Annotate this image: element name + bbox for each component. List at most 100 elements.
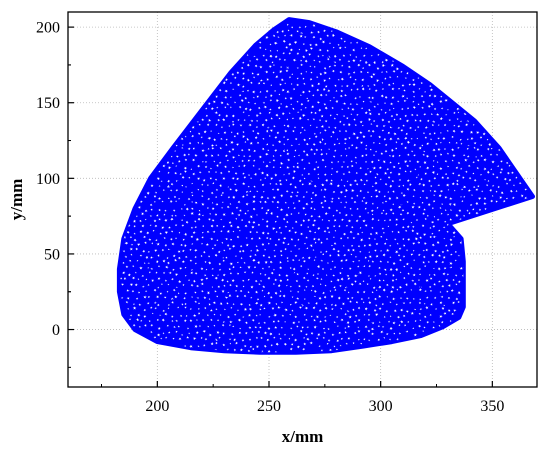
scatter-point — [351, 318, 359, 326]
scatter-point — [401, 144, 410, 152]
scatter-point — [498, 189, 507, 198]
scatter-point — [403, 327, 411, 335]
scatter-point — [222, 136, 230, 144]
scatter-point — [438, 318, 447, 326]
scatter-point — [176, 335, 184, 343]
scatter-point — [239, 82, 248, 91]
scatter-point — [266, 105, 275, 113]
scatter-point — [141, 238, 149, 247]
scatter-point — [182, 272, 190, 279]
scatter-point — [199, 146, 208, 155]
x-tick-label: 300 — [369, 398, 393, 415]
scatter-point — [320, 85, 329, 94]
scatter-point — [319, 52, 327, 59]
scatter-point — [316, 46, 324, 54]
scatter-point — [257, 88, 264, 96]
scatter-point — [411, 256, 418, 264]
scatter-point — [291, 38, 300, 47]
scatter-point — [241, 268, 249, 276]
scatter-point — [389, 152, 398, 160]
scatter-point — [404, 185, 413, 194]
scatter-point — [232, 339, 241, 347]
scatter-point — [294, 50, 302, 58]
scatter-point — [284, 163, 292, 172]
scatter-point — [338, 215, 347, 224]
scatter-point — [416, 233, 424, 242]
scatter-point — [250, 74, 258, 81]
scatter-point — [241, 174, 249, 182]
scatter-point — [206, 295, 214, 303]
scatter-point — [290, 167, 299, 176]
scatter-point — [119, 259, 128, 267]
scatter-point — [250, 162, 258, 169]
scatter-point — [205, 253, 213, 261]
scatter-point — [228, 138, 237, 147]
scatter-point — [410, 186, 419, 194]
scatter-point — [262, 162, 271, 171]
scatter-point — [310, 235, 319, 243]
scatter-point — [385, 318, 393, 325]
scatter-point — [365, 327, 373, 335]
scatter-point — [343, 199, 350, 206]
scatter-point — [434, 239, 443, 247]
scatter-point — [272, 241, 280, 249]
scatter-point — [215, 247, 224, 256]
scatter-point — [131, 236, 140, 245]
scatter-point — [385, 173, 393, 182]
scatter-point — [350, 258, 357, 266]
scatter-point — [265, 253, 274, 262]
scatter-point — [314, 98, 323, 107]
scatter-point — [191, 253, 200, 261]
scatter-point — [407, 251, 416, 259]
scatter-point — [380, 276, 388, 284]
scatter-point — [331, 318, 339, 326]
scatter-point — [338, 275, 347, 284]
scatter-point — [188, 281, 196, 290]
scatter-point — [386, 106, 394, 114]
scatter-point — [389, 201, 397, 208]
scatter-point — [297, 91, 305, 99]
scatter-point — [419, 180, 428, 189]
scatter-point — [300, 40, 307, 48]
scatter-point — [340, 251, 349, 259]
scatter-point — [411, 126, 419, 134]
scatter-point — [164, 254, 172, 262]
scatter-point — [348, 251, 355, 258]
scatter-point — [314, 80, 323, 88]
scatter-point — [277, 229, 285, 237]
scatter-point — [385, 129, 393, 137]
scatter-point — [144, 264, 152, 272]
scatter-point — [343, 222, 351, 230]
scatter-point — [345, 274, 353, 283]
scatter-point — [410, 270, 419, 279]
scatter-point — [221, 163, 230, 171]
scatter-point — [429, 168, 437, 177]
scatter-point — [265, 263, 273, 270]
scatter-point — [403, 161, 412, 170]
scatter-point — [183, 205, 192, 214]
scatter-point — [211, 158, 218, 165]
scatter-point — [451, 187, 459, 194]
scatter-point — [289, 331, 297, 339]
scatter-point — [189, 189, 196, 196]
scatter-point — [416, 265, 424, 273]
scatter-point — [227, 236, 235, 244]
scatter-point — [254, 130, 262, 138]
scatter-point — [213, 121, 221, 129]
scatter-point — [161, 241, 170, 250]
scatter-point — [340, 182, 348, 190]
scatter-point — [444, 162, 452, 170]
scatter-point — [205, 216, 214, 224]
scatter-point — [307, 338, 316, 347]
scatter-point — [316, 58, 323, 66]
scatter-point — [253, 228, 261, 237]
scatter-point — [256, 152, 264, 161]
scatter-point — [236, 91, 244, 100]
scatter-point — [295, 245, 303, 253]
scatter-point — [293, 323, 302, 331]
scatter-point — [263, 217, 272, 225]
scatter-point — [402, 280, 410, 289]
scatter-point — [403, 308, 412, 316]
scatter-point — [371, 236, 379, 243]
scatter-point — [186, 316, 195, 325]
